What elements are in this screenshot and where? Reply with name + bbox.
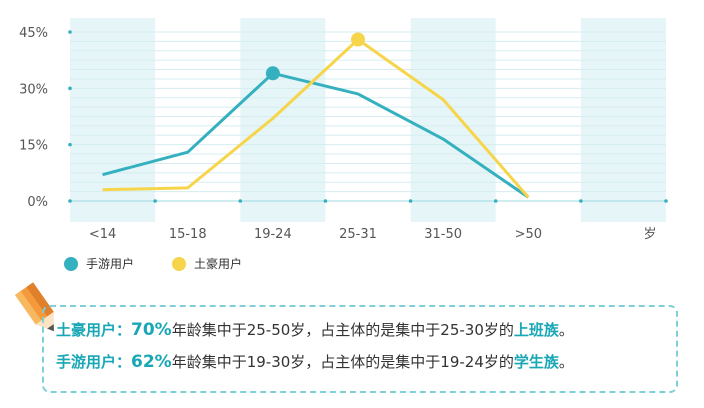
x-tick-label: 25-31	[339, 227, 377, 242]
summary-end: 。	[558, 321, 574, 339]
legend: 手游用户 土豪用户	[64, 255, 242, 272]
age-line-chart: 45% 30% 15% 0% <14 15-18 19-24 25-31 31-50 >50 岁	[19, 18, 668, 242]
grid-dot	[408, 199, 413, 203]
summary-end: 。	[558, 353, 574, 371]
summary-text: 年龄集中于25-50岁，占主体的是集中于25-30岁的	[171, 321, 514, 339]
summary-group: 学生族	[513, 353, 559, 371]
grid-dot	[493, 199, 498, 203]
column-band	[580, 18, 666, 222]
summary-pct: 62%	[131, 352, 172, 372]
grid-dot	[68, 30, 72, 34]
summary-line-mobile: 手游用户：62%年龄集中于19-30岁，占主体的是集中于19-24岁的学生族。	[56, 351, 574, 372]
legend-swatch-rich	[172, 256, 187, 271]
series-line-1	[102, 38, 530, 199]
summary-text: 年龄集中于19-30岁，占主体的是集中于19-24岁的	[171, 353, 514, 371]
legend-item-mobile: 手游用户	[64, 255, 134, 272]
y-tick-label: 15%	[19, 139, 48, 154]
x-tick-label: 19-24	[254, 227, 292, 242]
x-tick-label: >50	[515, 227, 542, 242]
grid-dot	[323, 199, 328, 203]
legend-swatch-mobile	[64, 256, 78, 271]
summary-who: 土豪用户：	[56, 321, 132, 339]
grid-dot	[153, 199, 157, 203]
series-lines	[102, 32, 530, 199]
grid-dot	[238, 199, 243, 203]
summary-box: 土豪用户：70%年龄集中于25-50岁，占主体的是集中于25-30岁的上班族。 …	[42, 305, 678, 393]
grid-dot	[68, 142, 72, 147]
x-tick-label: 31-50	[424, 227, 462, 242]
x-unit-label: 岁	[643, 227, 656, 242]
y-tick-label: 0%	[27, 195, 48, 210]
summary-who: 手游用户：	[56, 353, 132, 371]
x-axis-ticks: <14 15-18 19-24 25-31 31-50 >50 岁	[89, 227, 657, 242]
grid-dot	[579, 199, 583, 203]
grid-dot	[664, 199, 668, 203]
summary-group: 上班族	[513, 321, 559, 339]
grid-dot	[68, 86, 72, 91]
y-tick-label: 30%	[19, 82, 48, 97]
grid-lines	[68, 30, 668, 203]
column-band	[410, 18, 496, 222]
column-bands	[70, 18, 666, 222]
series-peak-point-0	[265, 66, 280, 81]
column-band	[240, 18, 326, 222]
series-peak-point-1	[351, 32, 365, 47]
x-tick-label: <14	[89, 227, 116, 242]
y-tick-label: 45%	[19, 26, 48, 41]
legend-label-rich: 土豪用户	[194, 257, 243, 271]
grid-dot	[68, 199, 72, 203]
legend-label-mobile: 手游用户	[86, 257, 135, 271]
summary-pct: 70%	[131, 320, 172, 340]
y-axis-ticks: 45% 30% 15% 0%	[19, 26, 48, 210]
legend-item-rich: 土豪用户	[172, 255, 242, 272]
summary-line-rich: 土豪用户：70%年龄集中于25-50岁，占主体的是集中于25-30岁的上班族。	[56, 319, 574, 340]
x-tick-label: 15-18	[169, 227, 207, 242]
series-line-0	[102, 71, 530, 199]
